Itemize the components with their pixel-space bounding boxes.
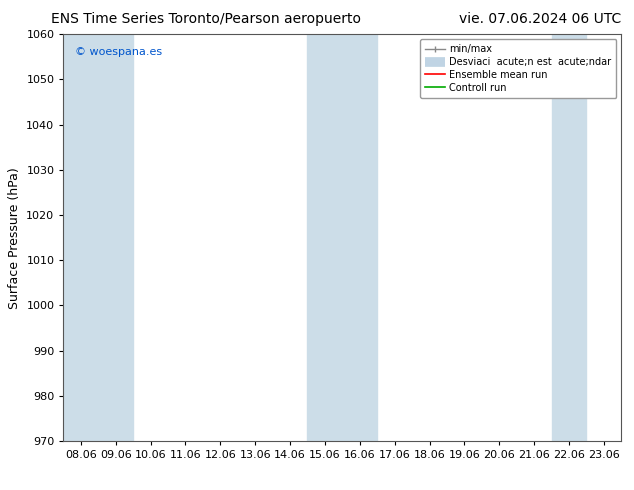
Bar xyxy=(63,34,133,441)
Text: © woespana.es: © woespana.es xyxy=(75,47,162,56)
Legend: min/max, Desviaci  acute;n est  acute;ndar, Ensemble mean run, Controll run: min/max, Desviaci acute;n est acute;ndar… xyxy=(420,39,616,98)
Bar xyxy=(307,34,377,441)
Text: vie. 07.06.2024 06 UTC: vie. 07.06.2024 06 UTC xyxy=(459,12,621,26)
Y-axis label: Surface Pressure (hPa): Surface Pressure (hPa) xyxy=(8,167,21,309)
Bar xyxy=(552,34,586,441)
Text: ENS Time Series Toronto/Pearson aeropuerto: ENS Time Series Toronto/Pearson aeropuer… xyxy=(51,12,361,26)
